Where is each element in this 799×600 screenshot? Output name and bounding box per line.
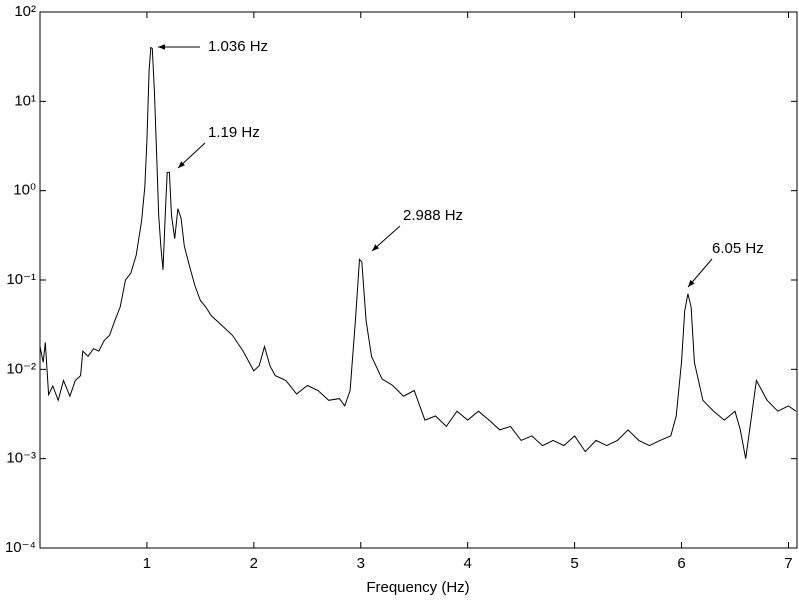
plot-frame [39,11,798,549]
annotation: 1.19 Hz [208,124,260,141]
x-tick-label: 7 [784,555,792,572]
y-tick-label: 10⁻³ [6,450,36,467]
x-axis-label: Frequency (Hz) [366,579,469,596]
y-tick-label: 10⁰ [13,182,36,199]
annotation: 2.988 Hz [403,207,463,224]
y-tick-label: 10¹ [14,92,36,109]
annotation-arrow [371,225,401,252]
x-tick-label: 5 [570,555,578,572]
x-tick-label: 4 [464,555,472,572]
spectrum-line [39,46,797,459]
x-tick-label: 1 [143,555,151,572]
y-tick-label: 10² [14,3,36,20]
y-tick-label: 10⁻¹ [6,271,36,288]
x-tick-label: 3 [357,555,365,572]
y-tick-label: 10⁻² [6,360,36,377]
annotation: 1.036 Hz [208,38,268,55]
annotation-arrow [687,258,713,288]
annotation-arrow [177,142,206,169]
x-tick-label: 6 [677,555,685,572]
annotation: 6.05 Hz [712,240,764,257]
y-tick-label: 10⁻⁴ [5,539,36,556]
x-tick-label: 2 [250,555,258,572]
